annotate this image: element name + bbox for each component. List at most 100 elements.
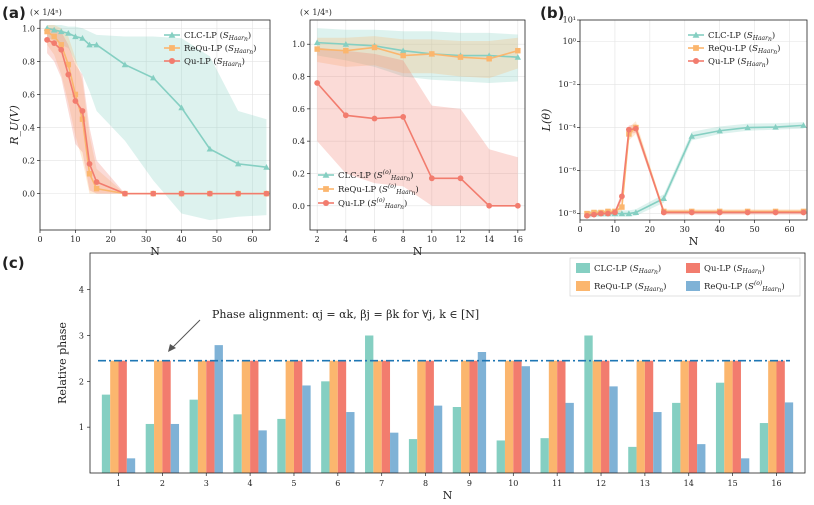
bar-2-3 [250, 360, 259, 473]
chart-a2-legend-marker [322, 199, 330, 207]
chart-a1-xtick-label: 10 [70, 235, 80, 244]
chart-c-ytick-label: 3 [79, 332, 84, 341]
bar-2-15 [776, 360, 785, 473]
chart-b-legend-label: Qu-LP (SHaarn) [708, 56, 769, 69]
bar-0-11 [584, 335, 593, 473]
bar-1-3 [241, 360, 251, 473]
chart-a2-point-clc-lp [399, 47, 407, 54]
chart-b-point-qu-lp [688, 209, 695, 216]
chart-a1-point-requ-lp [93, 185, 100, 192]
bar-2-4 [293, 360, 303, 473]
chart-a2-ytick-label: 0.8 [292, 73, 305, 82]
bar-0-2 [189, 399, 198, 473]
chart-a2-point-requ-lp [343, 47, 349, 54]
chart-a1-band-clc-lp [47, 24, 267, 221]
chart-c-xtick-label: 15 [728, 479, 738, 488]
chart-b-point-qu-lp [591, 211, 597, 218]
chart-b-xtick-label: 40 [715, 225, 725, 234]
chart-b-frame [579, 19, 808, 221]
bar-1-4 [285, 360, 294, 473]
chart-c-xtick-label: 7 [379, 479, 384, 488]
panel-tag-a: (a) [2, 4, 26, 22]
chart-a2-xtick-label: 4 [343, 235, 348, 244]
chart-a2-point-requ-lp [486, 56, 492, 62]
chart-a1-ytick-label: 0.2 [22, 157, 35, 166]
chart-c-ylabel: Relative phase [56, 322, 69, 404]
chart-a2-point-requ-lp [515, 47, 521, 54]
bar-2-12 [644, 360, 654, 473]
bar-0-12 [628, 446, 637, 473]
annotation-arrow-head [168, 344, 176, 352]
chart-a1-point-clc-lp [178, 104, 185, 111]
chart-c-xtick-label: 8 [423, 479, 428, 488]
bar-3-6 [390, 432, 399, 473]
chart-a2: 2 4 6 8 10 12 14 16 0.0 0.2 0.4 0.6 0.8 1.0 N (× 1/4ⁿ) C… [292, 8, 526, 258]
bar-2-7 [425, 360, 434, 473]
chart-b-ylabel: L(θ) [540, 109, 553, 133]
chart-a2-point-qu-lp [342, 112, 349, 119]
chart-b-point-clc-lp [618, 210, 626, 217]
bar-3-5 [346, 412, 355, 473]
chart-a1-point-qu-lp [263, 190, 270, 197]
chart-a1-point-qu-lp [79, 108, 86, 114]
bar-3-12 [653, 412, 662, 473]
chart-c-legend-label: ReQu-LP (SHaarn) [594, 281, 666, 294]
chart-c-xtick-label: 9 [467, 479, 472, 488]
chart-a1-ytick-label: 0.0 [22, 190, 35, 199]
bar-1-8 [461, 360, 470, 473]
bar-0-4 [277, 418, 286, 473]
chart-a1-legend-label: ReQu-LP (SHaarn) [184, 43, 256, 56]
chart-b-xtick-label: 0 [577, 225, 582, 234]
chart-c-xtick-label: 1 [116, 479, 121, 488]
chart-c-legend-swatch [686, 281, 700, 291]
bar-3-15 [784, 402, 794, 473]
bar-3-3 [258, 430, 267, 473]
chart-a2-band-qu-lp [317, 47, 518, 206]
chart-a1-point-qu-lp [72, 98, 79, 104]
bar-1-15 [768, 360, 777, 473]
chart-a1-point-requ-lp [58, 42, 64, 48]
chart-a2-xtick-label: 6 [372, 235, 377, 244]
chart-a2-point-clc-lp [342, 41, 350, 47]
bar-2-6 [381, 360, 391, 473]
bar-0-0 [101, 394, 111, 473]
chart-a1-point-qu-lp [178, 190, 185, 197]
chart-a2-ytick-label: 0.4 [292, 137, 305, 146]
annotation-arrow-shaft [169, 319, 201, 351]
chart-a1-point-qu-lp [122, 190, 128, 197]
chart-a1-legend-label: Qu-LP (SHaarn) [184, 56, 245, 69]
bar-1-1 [154, 360, 163, 473]
chart-a2-ytick-label: 0.2 [292, 169, 305, 178]
bar-1-13 [680, 360, 689, 473]
chart-b-legend-marker [692, 31, 700, 38]
chart-c-xlabel: N [443, 489, 453, 502]
chart-b-xlabel: N [689, 235, 699, 248]
chart-a1-point-clc-lp [58, 28, 65, 35]
chart-a2-band-clc-lp [317, 28, 518, 83]
chart-c-xtick-label: 6 [335, 479, 340, 488]
chart-a1-line-qu-lp [46, 39, 267, 195]
chart-a2-xtick-label: 12 [455, 235, 465, 244]
chart-a2-xtick-label: 10 [427, 235, 437, 244]
chart-a1-xtick-label: 30 [141, 235, 151, 244]
chart-a2-point-qu-lp [514, 202, 521, 209]
chart-a2-line-requ-lp [317, 46, 519, 60]
chart-b-point-qu-lp [619, 193, 625, 200]
chart-a2-legend-marker [322, 171, 330, 178]
bar-0-9 [496, 440, 505, 473]
chart-c-legend-label: Qu-LP (SHaarn) [704, 263, 765, 276]
chart-b-point-qu-lp [632, 125, 639, 132]
bar-3-11 [609, 386, 618, 473]
chart-a1-xtick-label: 60 [247, 235, 257, 244]
chart-a1-xtick-label: 20 [106, 235, 116, 244]
chart-a1-ytick-label: 0.6 [22, 90, 35, 99]
chart-a1-point-clc-lp [65, 30, 72, 36]
chart-b-xtick-label: 10 [610, 225, 620, 234]
bar-0-15 [759, 423, 769, 473]
chart-a1-ytick-label: 1.0 [22, 24, 35, 33]
chart-a1-xlabel: N [150, 245, 160, 258]
chart-a1-point-requ-lp [65, 61, 72, 68]
chart-a2-point-qu-lp [314, 80, 321, 86]
chart-a2-legend-label: CLC-LP (S(o)Haarn) [338, 169, 414, 183]
